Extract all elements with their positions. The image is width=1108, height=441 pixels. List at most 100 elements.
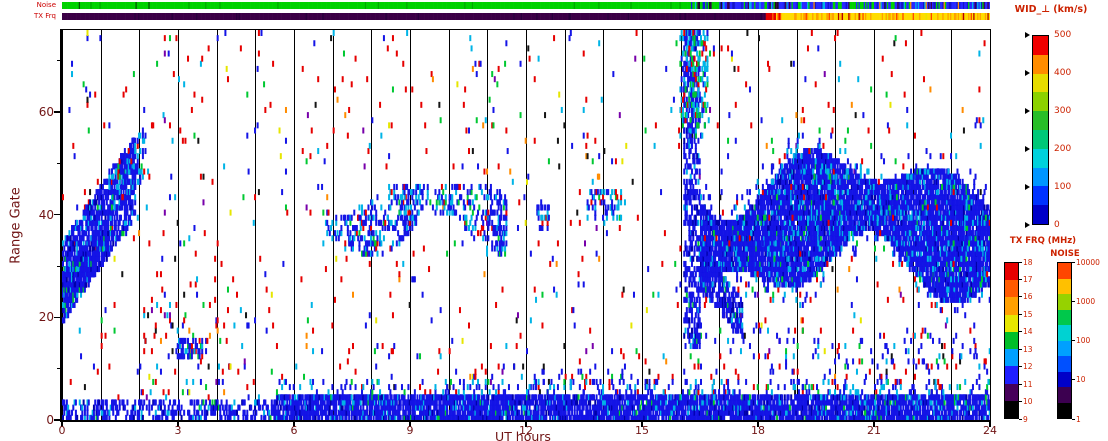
txfrq-colorbar-title: TX FRQ (MHz) [1009, 236, 1077, 246]
colorbar-segment [1033, 129, 1048, 149]
noise-tick-mark [1072, 379, 1075, 381]
txfrq-tick-label: 13 [1023, 344, 1033, 354]
y-tick-label: 40 [38, 207, 54, 222]
noise-tick-label: 1 [1076, 414, 1081, 424]
x-tick-mark [757, 422, 759, 427]
wid-colorbar [1032, 35, 1049, 225]
wid-tick-label: 0 [1054, 219, 1060, 230]
txfrq-tick-mark [1019, 261, 1022, 263]
noise-tick-mark [1072, 418, 1075, 420]
colorbar-segment [1005, 297, 1018, 315]
x-tick-mark [293, 422, 295, 427]
y-tick-mark [54, 419, 60, 421]
txfrq-tick-label: 12 [1023, 362, 1033, 372]
txfrq-tick-label: 9 [1023, 414, 1028, 424]
y-tick-mark [54, 213, 60, 216]
y-minor-tick-mark [57, 60, 60, 62]
colorbar-segment [1058, 325, 1071, 341]
noise-colorbar [1057, 262, 1072, 419]
y-minor-tick-mark [57, 368, 60, 370]
txfrq-tick-mark [1019, 278, 1022, 280]
x-tick-mark [61, 422, 63, 427]
y-tick-label: 20 [38, 310, 54, 325]
x-tick-label: 21 [867, 424, 881, 437]
txfrq-tick-mark [1019, 348, 1022, 350]
colorbar-segment [1005, 366, 1018, 384]
colorbar-segment [1033, 73, 1048, 93]
noise-tick-label: 10000 [1076, 257, 1100, 267]
colorbar-segment [1005, 280, 1018, 298]
txfrq-tick-mark [1019, 401, 1022, 403]
rti-plot-canvas [60, 29, 991, 422]
colorbar-segment [1033, 167, 1048, 187]
txfrq-tick-label: 15 [1023, 309, 1033, 319]
wid-tick-arrow [1025, 184, 1030, 190]
txfrq-tick-mark [1019, 366, 1022, 368]
y-tick-label: 0 [46, 413, 54, 427]
colorbar-segment [1005, 314, 1018, 332]
colorbar-segment [1058, 340, 1071, 356]
wid-tick-arrow [1025, 70, 1030, 76]
x-tick-label: 12 [519, 424, 533, 437]
colorbar-segment [1033, 186, 1048, 206]
x-tick-label: 15 [635, 424, 649, 437]
colorbar-segment [1033, 54, 1048, 74]
x-tick-mark [873, 422, 875, 427]
txfrq-colorbar [1004, 262, 1019, 419]
colorbar-segment [1005, 383, 1018, 401]
y-minor-tick-mark [57, 265, 60, 267]
x-tick-mark [525, 422, 527, 427]
txfrq-status-strip [62, 13, 990, 20]
wid-tick-label: 200 [1054, 143, 1072, 154]
colorbar-segment [1033, 36, 1048, 55]
txfrq-tick-label: 10 [1023, 397, 1033, 407]
x-tick-label: 24 [983, 424, 997, 437]
wid-colorbar-title: WID_⊥ (km/s) [1014, 4, 1088, 15]
y-tick-label: 60 [38, 105, 54, 120]
colorbar-segment [1058, 371, 1071, 387]
y-axis-title: Range Gate [8, 187, 24, 264]
txfrq-tick-label: 14 [1023, 327, 1033, 337]
noise-tick-label: 1000 [1076, 296, 1096, 306]
wid-tick-label: 300 [1054, 105, 1072, 116]
txfrq-tick-label: 16 [1023, 292, 1033, 302]
colorbar-segment [1033, 148, 1048, 168]
colorbar-segment [1033, 111, 1048, 130]
x-tick-label: 18 [751, 424, 765, 437]
noise-status-strip [62, 2, 990, 9]
txfrq-tick-mark [1019, 418, 1022, 420]
txfrq-tick-label: 11 [1023, 379, 1033, 389]
noise-tick-mark [1072, 261, 1075, 263]
noise-colorbar-title: NOISE [1050, 249, 1080, 259]
colorbar-segment [1058, 263, 1071, 279]
x-tick-label: 3 [174, 424, 182, 437]
colorbar-segment [1058, 294, 1071, 310]
colorbar-segment [1058, 356, 1071, 372]
wid-tick-arrow [1025, 146, 1030, 152]
txfrq-tick-label: 17 [1023, 274, 1033, 284]
noise-strip-label: Noise [36, 1, 56, 9]
wid-tick-arrow [1025, 32, 1030, 38]
x-tick-mark [641, 422, 643, 427]
colorbar-segment [1005, 331, 1018, 350]
colorbar-segment [1005, 349, 1018, 367]
wid-tick-arrow [1025, 222, 1030, 228]
y-tick-mark [54, 111, 60, 113]
wid-tick-label: 500 [1054, 29, 1072, 40]
y-minor-tick-mark [57, 162, 60, 164]
colorbar-segment [1058, 309, 1071, 325]
colorbar-segment [1058, 387, 1071, 403]
colorbar-segment [1005, 263, 1018, 281]
txfrq-strip-label: TX Frq [33, 12, 56, 20]
txfrq-tick-mark [1019, 331, 1022, 333]
colorbar-segment [1058, 402, 1071, 418]
txfrq-tick-mark [1019, 313, 1022, 315]
noise-tick-mark [1072, 340, 1075, 341]
x-axis-title: UT hours [495, 429, 551, 441]
x-tick-mark [409, 422, 411, 427]
wid-tick-arrow [1025, 108, 1030, 114]
colorbar-segment [1033, 92, 1048, 112]
wid-tick-label: 100 [1054, 181, 1072, 192]
colorbar-segment [1033, 205, 1048, 224]
